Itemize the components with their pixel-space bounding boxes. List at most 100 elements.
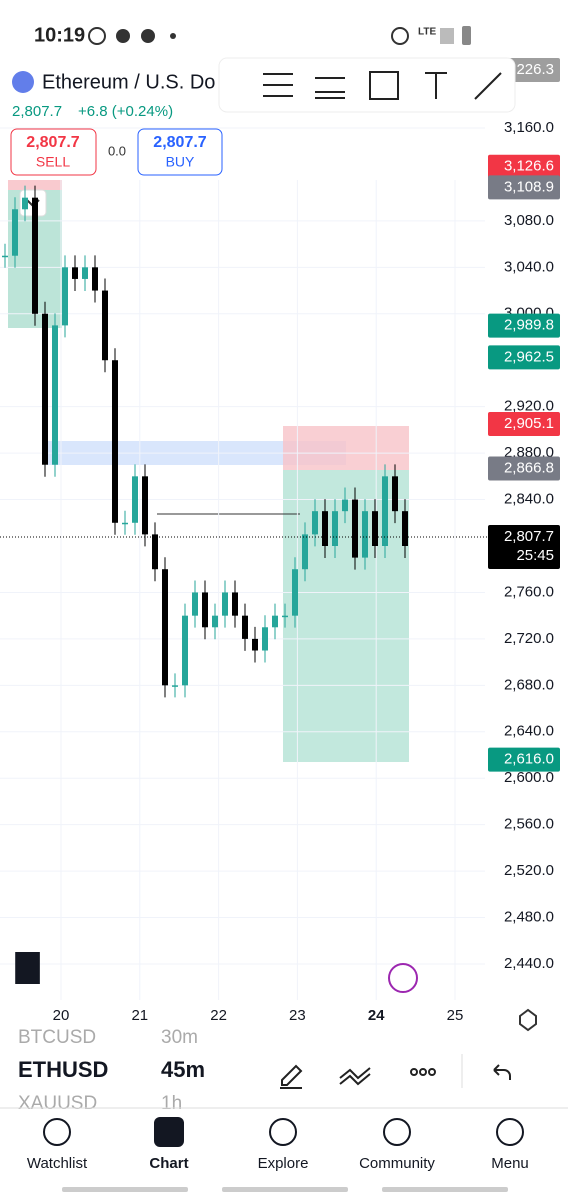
- x-tick-label: 21: [131, 1007, 148, 1024]
- candle: [122, 522, 128, 525]
- profit-zone: [283, 470, 409, 762]
- tool-rect[interactable]: [369, 71, 399, 100]
- y-tick-label: 2,840.0: [504, 491, 554, 508]
- icon: [170, 33, 176, 39]
- spread: 0.0: [108, 143, 126, 158]
- candle: [272, 615, 278, 628]
- drawing-toolbar: [218, 57, 516, 113]
- candle: [92, 267, 98, 291]
- y-tick-label: 2,680.0: [504, 676, 554, 693]
- nav-label[interactable]: Chart: [149, 1155, 188, 1172]
- price-badge: [488, 154, 560, 179]
- candle: [342, 499, 348, 512]
- scrollbar: [222, 1187, 348, 1192]
- nav-label[interactable]: Watchlist: [27, 1155, 88, 1172]
- candle: [282, 615, 288, 618]
- y-tick-label: 2,560.0: [504, 816, 554, 833]
- nav-icon: [383, 1118, 411, 1146]
- candle: [212, 615, 218, 628]
- candle: [82, 267, 88, 279]
- x-tick-label: 22: [210, 1007, 227, 1024]
- y-tick-label: 2,480.0: [504, 909, 554, 926]
- nav-icon: [496, 1118, 524, 1146]
- candle: [12, 209, 18, 256]
- candle: [112, 360, 118, 523]
- price-badge: [488, 345, 560, 370]
- price-badge: [488, 525, 560, 570]
- price-badge-label: 2,989.8: [504, 317, 554, 334]
- candle: [62, 267, 68, 326]
- icon: [391, 27, 409, 45]
- settings-icon[interactable]: [519, 1008, 537, 1032]
- candle: [352, 499, 358, 558]
- price-change: +6.8 (+0.24%): [78, 103, 173, 120]
- candle: [312, 511, 318, 535]
- candle: [2, 255, 8, 258]
- price-badge-label: 2,905.1: [504, 415, 554, 432]
- candle: [52, 325, 58, 465]
- buy-label: BUY: [166, 154, 195, 170]
- ai-button[interactable]: [388, 963, 418, 993]
- y-tick-label: 2,720.0: [504, 630, 554, 647]
- candle: [42, 313, 48, 465]
- candle: [152, 534, 158, 570]
- symbol: Ethereum / U.S. Do: [42, 71, 215, 93]
- candle: [222, 592, 228, 616]
- price-badge: [488, 313, 560, 338]
- candle: [382, 476, 388, 546]
- price-badge-label: 2,866.8: [504, 459, 554, 476]
- last-price: 2,807.7: [12, 103, 62, 120]
- candle: [372, 511, 378, 546]
- sell-button[interactable]: [10, 128, 97, 176]
- strip-symbol[interactable]: ETHUSD: [18, 1057, 108, 1082]
- more-button[interactable]: [410, 1068, 436, 1076]
- strip-symbol[interactable]: BTCUSD: [18, 1027, 96, 1048]
- candle: [22, 197, 28, 210]
- x-tick-label: 24: [368, 1007, 385, 1024]
- price-badge-label: 2,962.5: [504, 348, 554, 365]
- strip-symbol[interactable]: XAUUSD: [18, 1093, 97, 1114]
- candle: [402, 511, 408, 546]
- scrollbar: [382, 1187, 508, 1192]
- strip-interval[interactable]: 30m: [161, 1027, 198, 1048]
- draw-button[interactable]: [280, 1064, 303, 1089]
- candle: [302, 534, 308, 570]
- nav-icon: [154, 1117, 184, 1147]
- candle: [132, 476, 138, 523]
- y-tick-label: 2,440.0: [504, 955, 554, 972]
- undo-button[interactable]: [493, 1064, 511, 1080]
- logo: ▇: [15, 950, 40, 985]
- x-tick-label: 20: [53, 1007, 70, 1024]
- tool-text[interactable]: [425, 72, 447, 99]
- coin-icon: [12, 71, 34, 93]
- nav-icon: [43, 1118, 71, 1146]
- buy-button[interactable]: [137, 128, 223, 176]
- strip-interval[interactable]: 1h: [161, 1093, 182, 1114]
- tool-fib[interactable]: [263, 73, 293, 97]
- price-badge-label: 2,616.0: [504, 751, 554, 768]
- nav-label[interactable]: Menu: [491, 1155, 529, 1172]
- nav-label[interactable]: Community: [359, 1155, 435, 1172]
- y-tick-label: 2,640.0: [504, 723, 554, 740]
- candle: [292, 569, 298, 616]
- y-tick-label: 2,760.0: [504, 583, 554, 600]
- indicator-button[interactable]: [339, 1067, 371, 1086]
- candle: [262, 627, 268, 651]
- tool-lines[interactable]: [315, 77, 345, 99]
- scrollbar: [62, 1187, 188, 1192]
- candle: [392, 476, 398, 512]
- countdown: 25:45: [516, 547, 554, 564]
- strip-interval[interactable]: 45m: [161, 1057, 205, 1082]
- candle: [142, 476, 148, 535]
- tool-trend[interactable]: [474, 72, 502, 100]
- y-tick-label: 2,520.0: [504, 862, 554, 879]
- candle: [172, 685, 178, 687]
- y-tick-label: 3,080.0: [504, 212, 554, 229]
- candle: [32, 197, 38, 314]
- icon: [116, 29, 130, 43]
- price-badge-label: 3,108.9: [504, 178, 554, 195]
- signal: [440, 28, 454, 44]
- nav-label[interactable]: Explore: [258, 1155, 309, 1172]
